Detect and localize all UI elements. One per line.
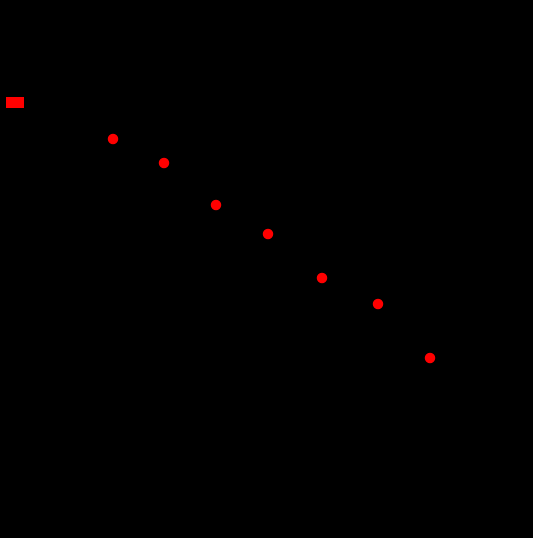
chart-canvas (0, 0, 533, 533)
data-point (158, 157, 170, 169)
data-point (372, 298, 384, 310)
scatter-chart (0, 0, 533, 533)
data-point (262, 228, 274, 240)
data-point (107, 133, 119, 145)
data-point (424, 352, 436, 364)
data-point (210, 199, 222, 211)
axis-label-block (6, 97, 24, 108)
data-point (316, 272, 328, 284)
chart-background (0, 0, 533, 533)
